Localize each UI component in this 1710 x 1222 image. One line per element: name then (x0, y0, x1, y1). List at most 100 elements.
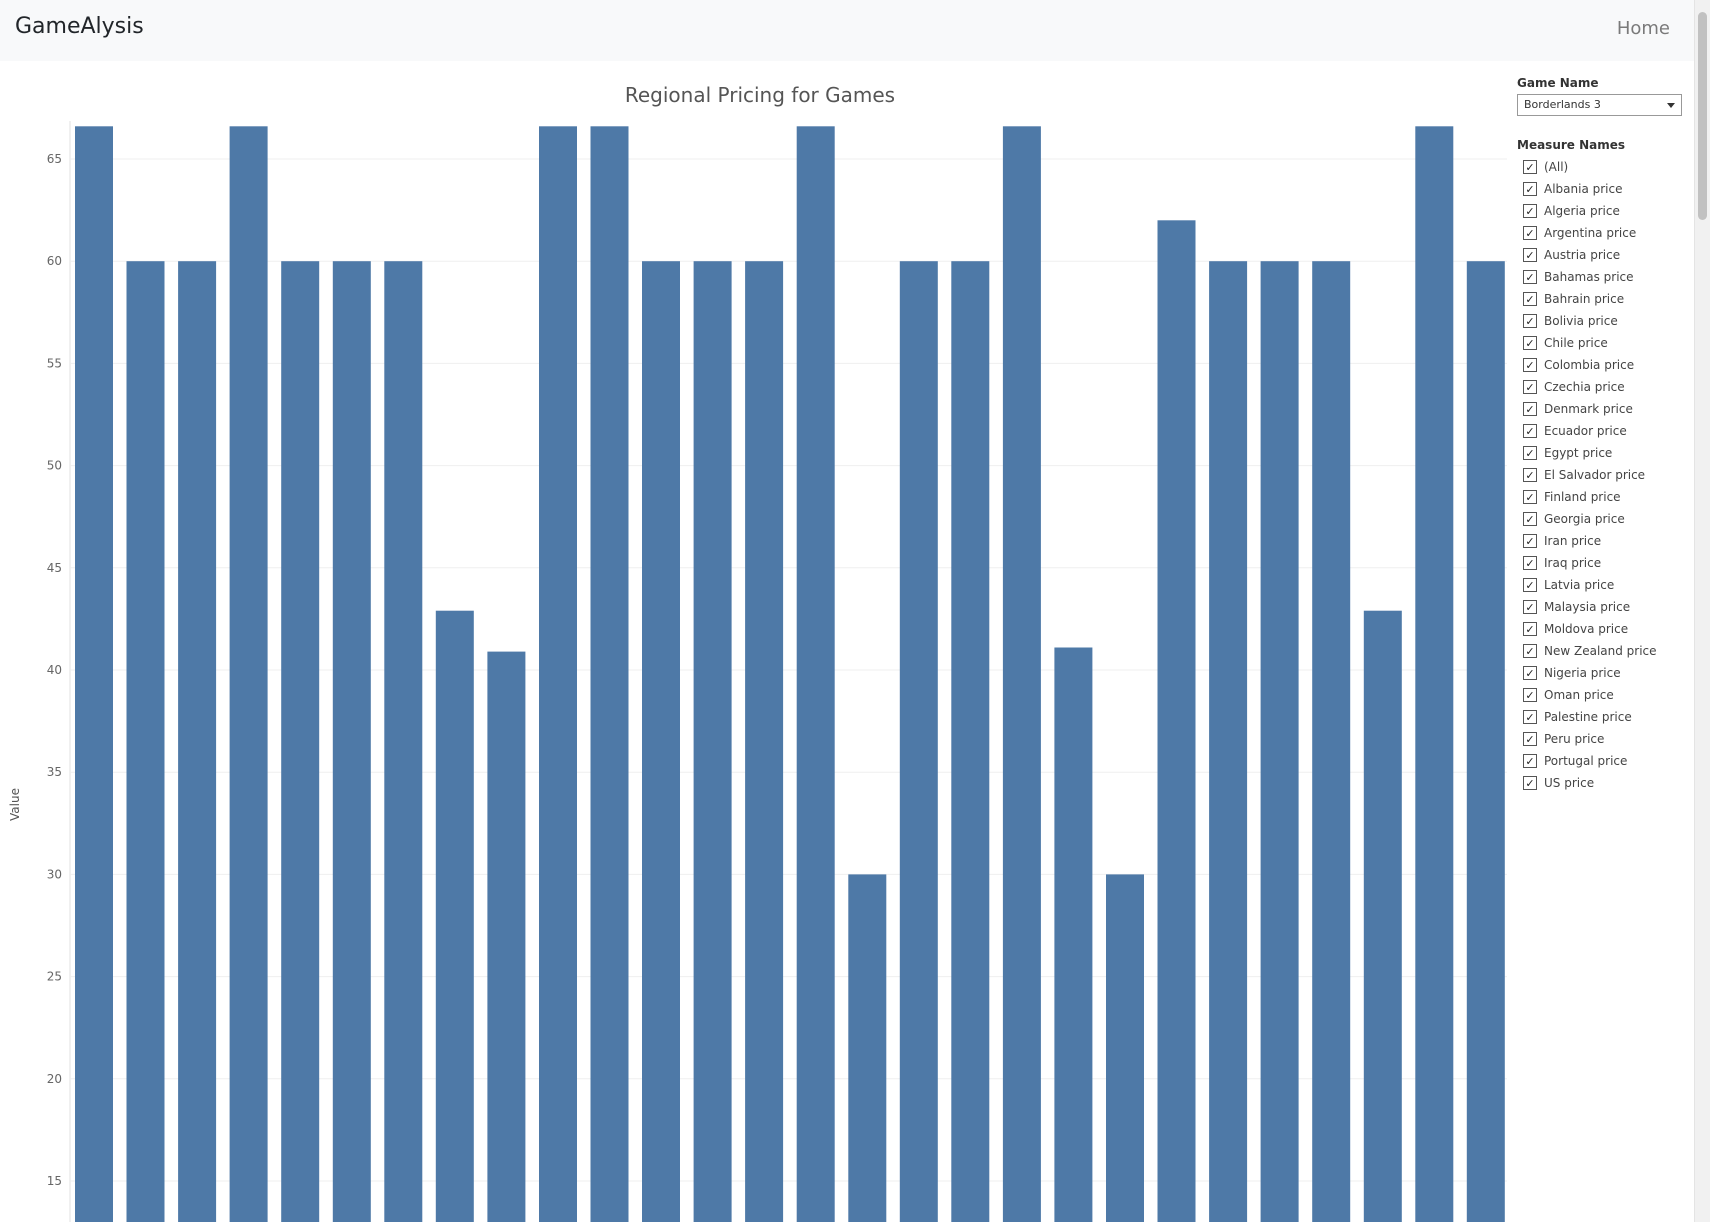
checkbox-checked-icon[interactable]: ✓ (1523, 182, 1537, 196)
measure-checkbox-item[interactable]: ✓ Oman price (1517, 684, 1687, 706)
measure-checkbox-item[interactable]: ✓ Peru price (1517, 728, 1687, 750)
nav-home-link[interactable]: Home (1616, 18, 1670, 39)
measure-checkbox-item[interactable]: ✓ Moldova price (1517, 618, 1687, 640)
measure-checkbox-item[interactable]: ✓ Malaysia price (1517, 596, 1687, 618)
bar-new-zealand-price[interactable] (1157, 220, 1196, 1222)
measure-checkbox-item[interactable]: ✓ Albania price (1517, 178, 1687, 200)
bar-finland-price[interactable] (796, 126, 835, 1222)
checkbox-checked-icon[interactable]: ✓ (1523, 446, 1537, 460)
bar-oman-price[interactable] (1260, 261, 1299, 1222)
bar-egypt-price[interactable] (693, 261, 732, 1222)
measure-checkbox-item[interactable]: ✓ Georgia price (1517, 508, 1687, 530)
checkbox-checked-icon[interactable]: ✓ (1523, 644, 1537, 658)
measure-checkbox-item[interactable]: ✓ Palestine price (1517, 706, 1687, 728)
bar-moldova-price[interactable] (1106, 874, 1144, 1222)
y-tick-label: 15 (47, 1174, 62, 1188)
checkbox-checked-icon[interactable]: ✓ (1523, 534, 1537, 548)
bar-portugal-price[interactable] (1415, 126, 1454, 1222)
checkbox-checked-icon[interactable]: ✓ (1523, 666, 1537, 680)
checkbox-checked-icon[interactable]: ✓ (1523, 314, 1537, 328)
bar-palestine-price[interactable] (1312, 261, 1351, 1222)
bar-iran-price[interactable] (899, 261, 938, 1222)
measure-checkbox-item[interactable]: ✓ Latvia price (1517, 574, 1687, 596)
measure-checkbox-item[interactable]: ✓ Egypt price (1517, 442, 1687, 464)
scrollbar-thumb[interactable] (1698, 12, 1707, 220)
checkbox-checked-icon[interactable]: ✓ (1523, 380, 1537, 394)
measure-checkbox-item[interactable]: ✓ Finland price (1517, 486, 1687, 508)
measure-checkbox-item[interactable]: ✓ Portugal price (1517, 750, 1687, 772)
measure-checkbox-item[interactable]: ✓ Algeria price (1517, 200, 1687, 222)
measure-checkbox-item[interactable]: ✓ Nigeria price (1517, 662, 1687, 684)
measure-checkbox-item[interactable]: ✓ Czechia price (1517, 376, 1687, 398)
bar-el-salvador-price[interactable] (745, 261, 784, 1222)
bar-austria-price[interactable] (229, 126, 268, 1222)
page-scrollbar[interactable] (1694, 0, 1710, 1222)
measure-checkbox-item[interactable]: ✓ Iraq price (1517, 552, 1687, 574)
checkbox-checked-icon[interactable]: ✓ (1523, 226, 1537, 240)
measure-label: Albania price (1544, 182, 1623, 196)
bar-denmark-price[interactable] (590, 126, 629, 1222)
measure-checkbox-item[interactable]: ✓ Colombia price (1517, 354, 1687, 376)
measure-checkbox-item[interactable]: ✓ Austria price (1517, 244, 1687, 266)
bar-argentina-price[interactable] (178, 261, 217, 1222)
measure-checkbox-item[interactable]: ✓ Bahrain price (1517, 288, 1687, 310)
game-name-dropdown[interactable]: Borderlands 3 (1517, 94, 1682, 116)
measure-checkbox-item[interactable]: ✓ El Salvador price (1517, 464, 1687, 486)
checkbox-checked-icon[interactable]: ✓ (1523, 160, 1537, 174)
bar-malaysia-price[interactable] (1054, 647, 1093, 1222)
checkbox-checked-icon[interactable]: ✓ (1523, 688, 1537, 702)
checkbox-checked-icon[interactable]: ✓ (1523, 402, 1537, 416)
checkbox-checked-icon[interactable]: ✓ (1523, 600, 1537, 614)
checkbox-checked-icon[interactable]: ✓ (1523, 248, 1537, 262)
measure-checkbox-item[interactable]: ✓ Bolivia price (1517, 310, 1687, 332)
bar-georgia-price[interactable] (848, 874, 887, 1222)
checkbox-checked-icon[interactable]: ✓ (1523, 424, 1537, 438)
bar-peru-price[interactable] (1363, 610, 1402, 1222)
checkbox-checked-icon[interactable]: ✓ (1523, 270, 1537, 284)
checkbox-checked-icon[interactable]: ✓ (1523, 358, 1537, 372)
bar-bahamas-price[interactable] (281, 261, 320, 1222)
bar-iraq-price[interactable] (951, 261, 990, 1222)
checkbox-checked-icon[interactable]: ✓ (1523, 292, 1537, 306)
checkbox-checked-icon[interactable]: ✓ (1523, 468, 1537, 482)
measure-checkbox-item[interactable]: ✓ US price (1517, 772, 1687, 794)
measure-checkbox-item[interactable]: ✓ Argentina price (1517, 222, 1687, 244)
y-tick-label: 60 (47, 254, 62, 268)
bar-algeria-price[interactable] (126, 261, 165, 1222)
checkbox-checked-icon[interactable]: ✓ (1523, 754, 1537, 768)
checkbox-checked-icon[interactable]: ✓ (1523, 776, 1537, 790)
checkbox-checked-icon[interactable]: ✓ (1523, 336, 1537, 350)
brand-link[interactable]: GameAlysis (15, 14, 144, 39)
checkbox-checked-icon[interactable]: ✓ (1523, 710, 1537, 724)
measure-label: Iran price (1544, 534, 1602, 548)
measure-checkbox-item[interactable]: ✓ Ecuador price (1517, 420, 1687, 442)
measure-label: Portugal price (1544, 754, 1628, 768)
bar-bolivia-price[interactable] (384, 261, 423, 1222)
bar-nigeria-price[interactable] (1209, 261, 1248, 1222)
bar-bahrain-price[interactable] (332, 261, 371, 1222)
measure-checkbox-item[interactable]: ✓ (All) (1517, 156, 1687, 178)
bar-albania-price[interactable] (75, 126, 113, 1222)
y-tick-label: 55 (47, 356, 62, 370)
checkbox-checked-icon[interactable]: ✓ (1523, 578, 1537, 592)
measure-checkbox-item[interactable]: ✓ Chile price (1517, 332, 1687, 354)
bar-us-price[interactable] (1466, 261, 1505, 1222)
measure-checkbox-item[interactable]: ✓ New Zealand price (1517, 640, 1687, 662)
measure-checkbox-item[interactable]: ✓ Denmark price (1517, 398, 1687, 420)
measure-checkbox-item[interactable]: ✓ Iran price (1517, 530, 1687, 552)
bar-colombia-price[interactable] (487, 651, 526, 1222)
measure-label: Nigeria price (1544, 666, 1621, 680)
bar-czechia-price[interactable] (539, 126, 577, 1222)
measure-checkbox-item[interactable]: ✓ Bahamas price (1517, 266, 1687, 288)
checkbox-checked-icon[interactable]: ✓ (1523, 622, 1537, 636)
checkbox-checked-icon[interactable]: ✓ (1523, 490, 1537, 504)
measure-label: Malaysia price (1544, 600, 1631, 614)
checkbox-checked-icon[interactable]: ✓ (1523, 512, 1537, 526)
checkbox-checked-icon[interactable]: ✓ (1523, 556, 1537, 570)
checkbox-checked-icon[interactable]: ✓ (1523, 204, 1537, 218)
bar-latvia-price[interactable] (1002, 126, 1041, 1222)
bar-chile-price[interactable] (435, 610, 474, 1222)
checkbox-checked-icon[interactable]: ✓ (1523, 732, 1537, 746)
measure-label: Argentina price (1544, 226, 1637, 240)
bar-ecuador-price[interactable] (642, 261, 680, 1222)
